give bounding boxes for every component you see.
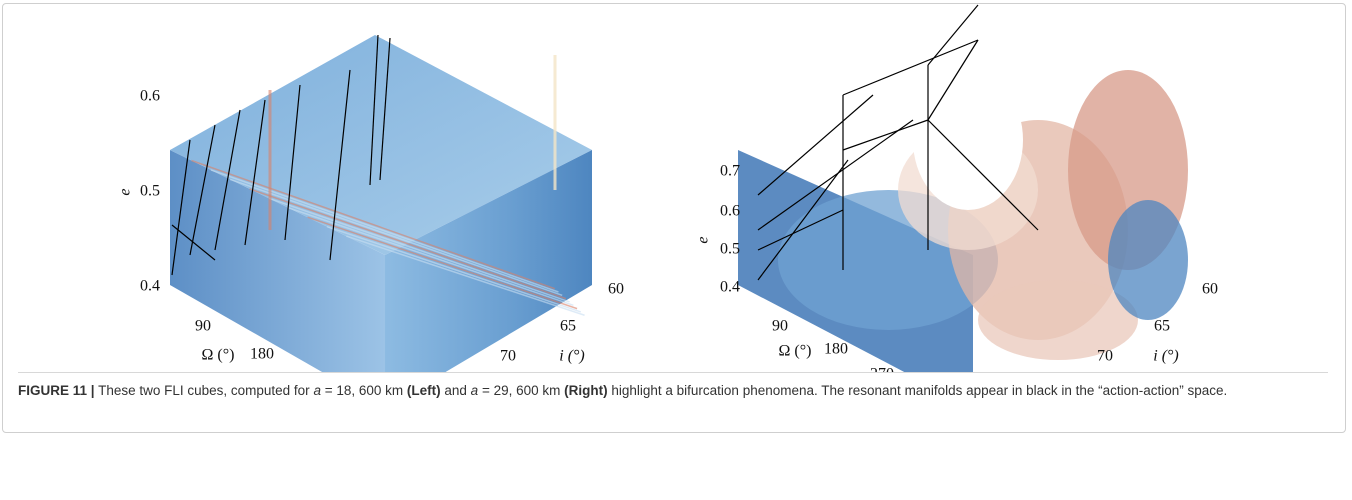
texture-stripe	[346, 235, 585, 316]
resonance-line	[214, 109, 241, 251]
resonance-line	[842, 39, 979, 96]
resonance-line	[757, 94, 874, 196]
e-tick: 0.6	[720, 203, 740, 220]
texture-stripe	[268, 197, 570, 303]
resonance-line	[189, 124, 216, 256]
e-tick: 0.5	[140, 183, 160, 200]
caption-var: a	[313, 383, 321, 398]
texture-stripe	[326, 225, 582, 313]
e-tick: 0.4	[140, 278, 160, 295]
caption-text: highlight a bifurcation phenomena. The r…	[607, 383, 1228, 398]
e-tick: 0.5	[720, 241, 740, 258]
i-label: i (°)	[559, 348, 585, 365]
i-tick: 70	[1097, 348, 1113, 365]
resonance-line	[284, 84, 301, 241]
caption: FIGURE 11 | These two FLI cubes, compute…	[18, 372, 1328, 402]
resonance-line	[369, 34, 379, 186]
caption-ref: (Left)	[406, 383, 441, 398]
i-label: i (°)	[1153, 348, 1179, 365]
resonance-line	[244, 99, 266, 246]
omega-tick: 180	[824, 341, 848, 358]
caption-text: and	[440, 383, 471, 398]
texture-stripe	[191, 159, 555, 290]
caption-ref: (Right)	[564, 383, 608, 398]
texture-blob	[978, 280, 1138, 360]
i-tick: 60	[608, 281, 624, 298]
figure-frame	[2, 3, 1346, 433]
figure-label: FIGURE 11 |	[18, 383, 95, 398]
cube-face	[170, 150, 385, 372]
texture-stripe	[288, 207, 574, 307]
resonance-line	[927, 39, 979, 121]
resonance-line	[171, 224, 216, 261]
texture-stripe	[229, 178, 563, 297]
omega-tick: 180	[250, 346, 274, 363]
resonance-line	[329, 69, 351, 261]
i-tick: 60	[1202, 281, 1218, 298]
e-tick: 0.4	[720, 279, 740, 296]
e-tick: 0.7	[720, 163, 740, 180]
caption-text: = 29, 600 km	[478, 383, 565, 398]
i-tick: 65	[560, 318, 576, 335]
caption-text: = 18, 600 km	[320, 383, 407, 398]
cubes	[170, 4, 1188, 372]
resonance-line	[757, 209, 844, 251]
omega-tick: 90	[195, 318, 211, 335]
e-label: e	[117, 188, 134, 195]
resonance-line	[927, 4, 979, 66]
resonance-line	[757, 159, 849, 281]
texture-stripe	[249, 188, 567, 300]
caption-text: These two FLI cubes, computed for	[94, 383, 314, 398]
omega-tick: 90	[772, 318, 788, 335]
resonance-line	[842, 119, 929, 151]
e-label: e	[695, 236, 712, 243]
resonance-line	[757, 119, 914, 231]
texture-stripe	[307, 216, 578, 310]
omega-tick: 270	[870, 366, 894, 372]
i-tick: 65	[1154, 318, 1170, 335]
cube-face	[385, 150, 592, 372]
resonance-line	[927, 119, 1039, 231]
resonance-line	[171, 139, 191, 276]
e-tick: 0.6	[140, 88, 160, 105]
i-tick: 70	[500, 348, 516, 365]
texture-blob	[1108, 200, 1188, 320]
omega-label: Ω (°)	[202, 347, 235, 364]
resonance-line	[379, 37, 391, 181]
omega-label: Ω (°)	[779, 343, 812, 360]
texture-hole	[913, 70, 1023, 210]
caption-var: a	[470, 383, 479, 398]
figure: 0.6 0.5 0.4 e 90 180 270 360 Ω (°) 60 65…	[117, 4, 1218, 372]
